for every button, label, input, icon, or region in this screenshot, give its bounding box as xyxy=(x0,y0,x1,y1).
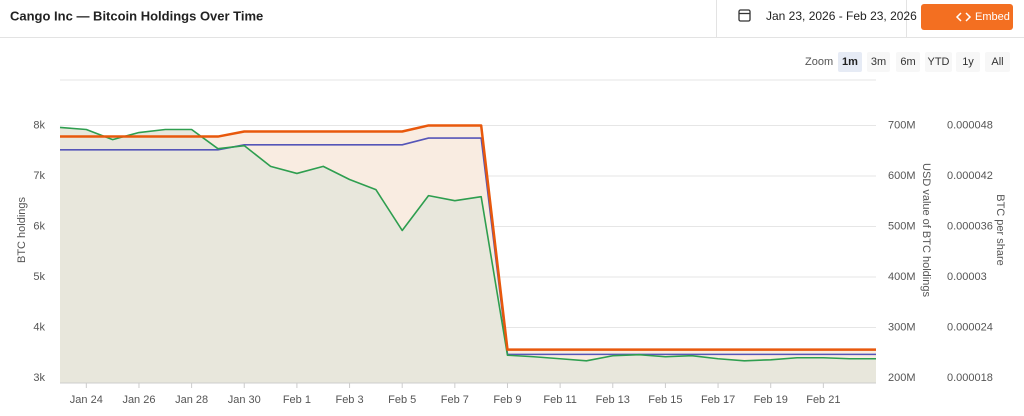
header-bar xyxy=(0,0,1024,37)
x-tick-label: Feb 19 xyxy=(754,394,788,406)
tick-label: 3k xyxy=(33,372,45,384)
x-tick-label: Feb 17 xyxy=(701,394,735,406)
x-tick-label: Jan 26 xyxy=(122,394,155,406)
date-range[interactable]: Jan 23, 2026 - Feb 23, 2026 xyxy=(766,9,917,23)
x-tick-label: Feb 11 xyxy=(543,394,576,406)
tick-label: 500M xyxy=(888,220,916,232)
embed-button-bg[interactable] xyxy=(921,4,1013,30)
x-tick-label: Feb 9 xyxy=(493,394,521,406)
series-line xyxy=(60,124,876,351)
tick-label: 0.000018 xyxy=(947,372,993,384)
embed-button[interactable]: Embed xyxy=(921,4,1013,30)
y3-axis-title: BTC per share xyxy=(994,194,1006,266)
tick-label: 0.000042 xyxy=(947,170,993,182)
zoom-button[interactable] xyxy=(838,52,862,72)
tick-label: 5k xyxy=(33,271,45,283)
page-title: Cango Inc — Bitcoin Holdings Over Time xyxy=(10,8,263,23)
tick-label: 200M xyxy=(888,372,916,384)
series-line xyxy=(59,126,876,362)
embed-label[interactable]: Embed xyxy=(975,11,1010,23)
tick-label: 700M xyxy=(888,119,916,131)
tick-label: 300M xyxy=(888,321,916,333)
zoom-button[interactable] xyxy=(925,52,952,72)
tick-label: 400M xyxy=(888,271,916,283)
y2-axis-title: USD value of BTC holdings xyxy=(920,163,932,297)
plot: 3k 4k 5k 6k 7k 8k 200M 300M 400M 500M 600M 700M 0.00… xyxy=(16,79,1006,406)
x-tick-label: Feb 15 xyxy=(648,394,682,406)
area xyxy=(60,127,876,383)
tick-label: 7k xyxy=(33,170,45,182)
tick-label: 8k xyxy=(33,119,45,131)
x-tick-label: Jan 28 xyxy=(175,394,208,406)
zoom-button[interactable] xyxy=(956,52,980,72)
zoom-option[interactable]: YTD xyxy=(928,56,950,68)
x-tick-label: Feb 13 xyxy=(596,394,630,406)
series-line xyxy=(60,137,876,356)
zoom-option[interactable]: 1m xyxy=(842,56,858,68)
x-tick-label: Feb 5 xyxy=(388,394,416,406)
x-tick-label: Jan 30 xyxy=(228,394,261,406)
zoom-button[interactable] xyxy=(867,52,890,72)
zoom-option[interactable]: 6m xyxy=(900,56,915,68)
zoom-label: Zoom xyxy=(805,56,833,68)
tick-label: 0.00003 xyxy=(947,271,987,283)
x-tick-label: Feb 7 xyxy=(441,394,469,406)
zoom-buttons: 1m 3m 6m YTD 1y All xyxy=(838,52,1010,72)
tick-label: 0.000048 xyxy=(947,119,993,131)
zoom-option[interactable]: 1y xyxy=(962,56,974,68)
zoom-option[interactable]: All xyxy=(991,56,1003,68)
x-tick-label: Feb 3 xyxy=(335,394,363,406)
calendar-icon xyxy=(738,9,751,22)
x-tick-label: Jan 24 xyxy=(70,394,103,406)
tick-label: 0.000024 xyxy=(947,321,993,333)
tick-label: 6k xyxy=(33,220,45,232)
date-picker[interactable]: Jan 23, 2026 - Feb 23, 2026 xyxy=(738,9,917,23)
embed-icon xyxy=(955,12,972,22)
x-tick-label: Feb 1 xyxy=(283,394,311,406)
zoom-option[interactable]: 3m xyxy=(871,56,886,68)
tick-label: 0.000036 xyxy=(947,220,993,232)
zoom-button[interactable] xyxy=(985,52,1010,72)
x-tick-label: Feb 21 xyxy=(806,394,840,406)
y-axis-title: BTC holdings xyxy=(16,196,28,263)
zoom-button[interactable] xyxy=(896,52,920,72)
tick-label: 600M xyxy=(888,170,916,182)
tick-label: 4k xyxy=(33,321,45,333)
